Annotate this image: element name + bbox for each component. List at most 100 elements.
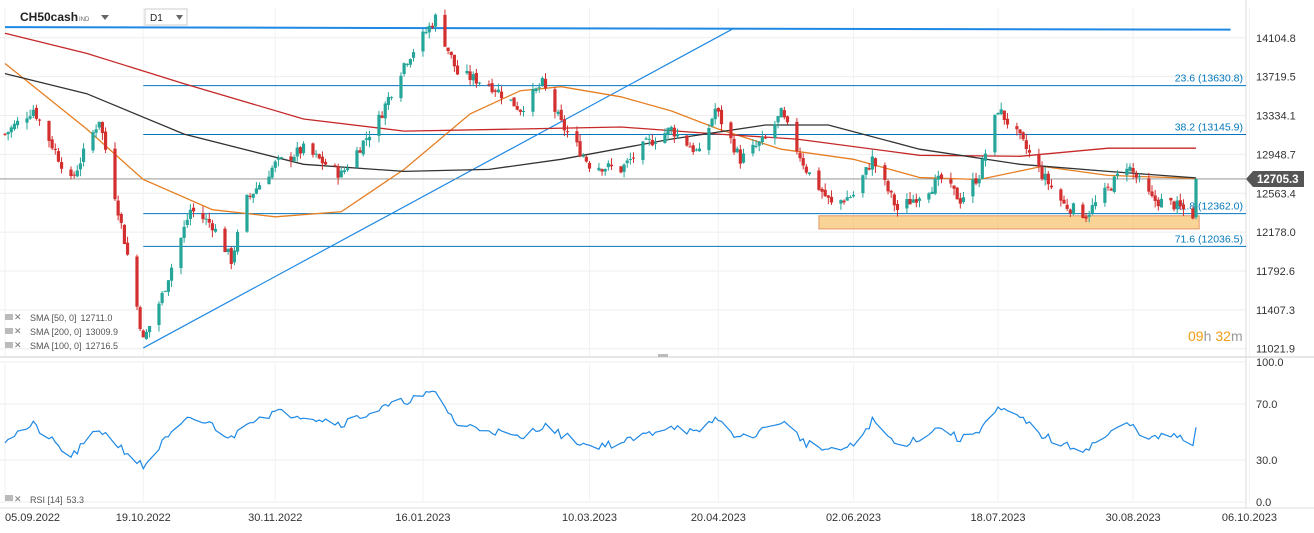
candle-body[interactable] xyxy=(861,175,865,194)
candle-body[interactable] xyxy=(565,131,570,133)
candle-body[interactable] xyxy=(75,170,79,177)
candle-body[interactable] xyxy=(1065,204,1069,209)
candle-body[interactable] xyxy=(279,157,284,159)
candle-body[interactable] xyxy=(933,179,937,194)
candle-body[interactable] xyxy=(232,250,237,263)
candle-body[interactable] xyxy=(59,162,64,169)
candle-body[interactable] xyxy=(28,116,32,119)
candle-body[interactable] xyxy=(223,228,227,253)
candle-body[interactable] xyxy=(1093,202,1098,207)
candle-body[interactable] xyxy=(455,65,460,75)
candle-body[interactable] xyxy=(829,196,834,203)
candle-body[interactable] xyxy=(751,144,755,154)
candle-body[interactable] xyxy=(839,200,843,204)
candle-body[interactable] xyxy=(961,197,966,203)
candle-body[interactable] xyxy=(713,108,717,120)
candle-body[interactable] xyxy=(1002,110,1006,120)
candle-body[interactable] xyxy=(1181,204,1186,210)
candle-body[interactable] xyxy=(685,135,689,146)
candle-body[interactable] xyxy=(521,110,526,112)
candle-body[interactable] xyxy=(707,128,711,151)
resistance-line[interactable] xyxy=(4,26,1231,31)
candle-body[interactable] xyxy=(949,179,953,184)
candle-body[interactable] xyxy=(867,168,871,170)
candle-body[interactable] xyxy=(1106,186,1110,188)
candle-body[interactable] xyxy=(103,131,108,150)
candle-body[interactable] xyxy=(773,124,777,139)
candle-body[interactable] xyxy=(905,199,909,209)
candle-body[interactable] xyxy=(531,89,535,112)
candle-body[interactable] xyxy=(691,145,695,152)
candle-body[interactable] xyxy=(1081,204,1085,218)
candle-body[interactable] xyxy=(1071,203,1076,215)
candle-body[interactable] xyxy=(1137,176,1142,178)
candle-body[interactable] xyxy=(119,214,123,223)
candle-body[interactable] xyxy=(468,71,472,81)
rsi-settings-icon[interactable] xyxy=(5,495,13,501)
trend-line[interactable] xyxy=(142,27,735,349)
candle-body[interactable] xyxy=(1115,173,1120,176)
candle-body[interactable] xyxy=(276,157,280,160)
candle-body[interactable] xyxy=(694,149,698,151)
candle-body[interactable] xyxy=(210,223,215,231)
candle-body[interactable] xyxy=(405,64,409,66)
candle-body[interactable] xyxy=(1178,200,1182,207)
candle-body[interactable] xyxy=(179,237,183,268)
candle-body[interactable] xyxy=(430,25,434,28)
candle-body[interactable] xyxy=(870,156,874,170)
candle-body[interactable] xyxy=(578,141,582,157)
candle-body[interactable] xyxy=(999,109,1003,115)
candle-body[interactable] xyxy=(1153,195,1157,201)
candle-body[interactable] xyxy=(298,147,302,154)
candle-body[interactable] xyxy=(820,188,824,192)
candle-body[interactable] xyxy=(1169,197,1173,201)
candle-body[interactable] xyxy=(641,141,645,161)
candle-body[interactable] xyxy=(383,103,387,119)
sma-line[interactable] xyxy=(4,72,1197,179)
candle-body[interactable] xyxy=(1084,216,1088,219)
candle-body[interactable] xyxy=(543,78,548,89)
candle-body[interactable] xyxy=(380,115,384,118)
candle-body[interactable] xyxy=(157,303,161,326)
sma-close-icon[interactable]: ✕ xyxy=(14,340,22,350)
candle-body[interactable] xyxy=(12,123,17,130)
candle-body[interactable] xyxy=(125,242,130,255)
candle-body[interactable] xyxy=(606,163,610,168)
candle-body[interactable] xyxy=(147,326,152,333)
candle-body[interactable] xyxy=(509,99,513,101)
candle-body[interactable] xyxy=(138,307,142,329)
candle-body[interactable] xyxy=(1087,214,1091,217)
candle-body[interactable] xyxy=(201,213,205,220)
candle-body[interactable] xyxy=(245,194,249,232)
candle-body[interactable] xyxy=(56,151,61,162)
candle-body[interactable] xyxy=(113,148,117,200)
candle-body[interactable] xyxy=(355,150,359,168)
candle-body[interactable] xyxy=(939,174,944,180)
candle-body[interactable] xyxy=(927,193,931,200)
candle-body[interactable] xyxy=(1131,168,1135,173)
candle-body[interactable] xyxy=(826,195,830,198)
candle-body[interactable] xyxy=(1191,208,1195,219)
candle-body[interactable] xyxy=(1090,205,1094,214)
candle-body[interactable] xyxy=(204,218,208,220)
candle-body[interactable] xyxy=(53,148,57,150)
candle-body[interactable] xyxy=(226,248,230,252)
candle-body[interactable] xyxy=(807,172,812,175)
candle-body[interactable] xyxy=(609,164,614,167)
candle-body[interactable] xyxy=(710,118,714,127)
candle-body[interactable] xyxy=(408,59,412,65)
candle-body[interactable] xyxy=(188,209,193,219)
candle-body[interactable] xyxy=(971,179,975,197)
candle-body[interactable] xyxy=(763,137,768,139)
candle-body[interactable] xyxy=(160,292,164,304)
sma-line[interactable] xyxy=(4,32,1196,157)
candle-body[interactable] xyxy=(647,138,651,140)
symbol-dropdown-icon[interactable] xyxy=(101,15,109,20)
candle-body[interactable] xyxy=(358,150,362,153)
candle-body[interactable] xyxy=(619,166,623,173)
candle-body[interactable] xyxy=(339,170,343,178)
candle-body[interactable] xyxy=(320,156,324,164)
candle-body[interactable] xyxy=(399,75,403,99)
candle-body[interactable] xyxy=(487,84,491,86)
candle-body[interactable] xyxy=(688,146,692,148)
